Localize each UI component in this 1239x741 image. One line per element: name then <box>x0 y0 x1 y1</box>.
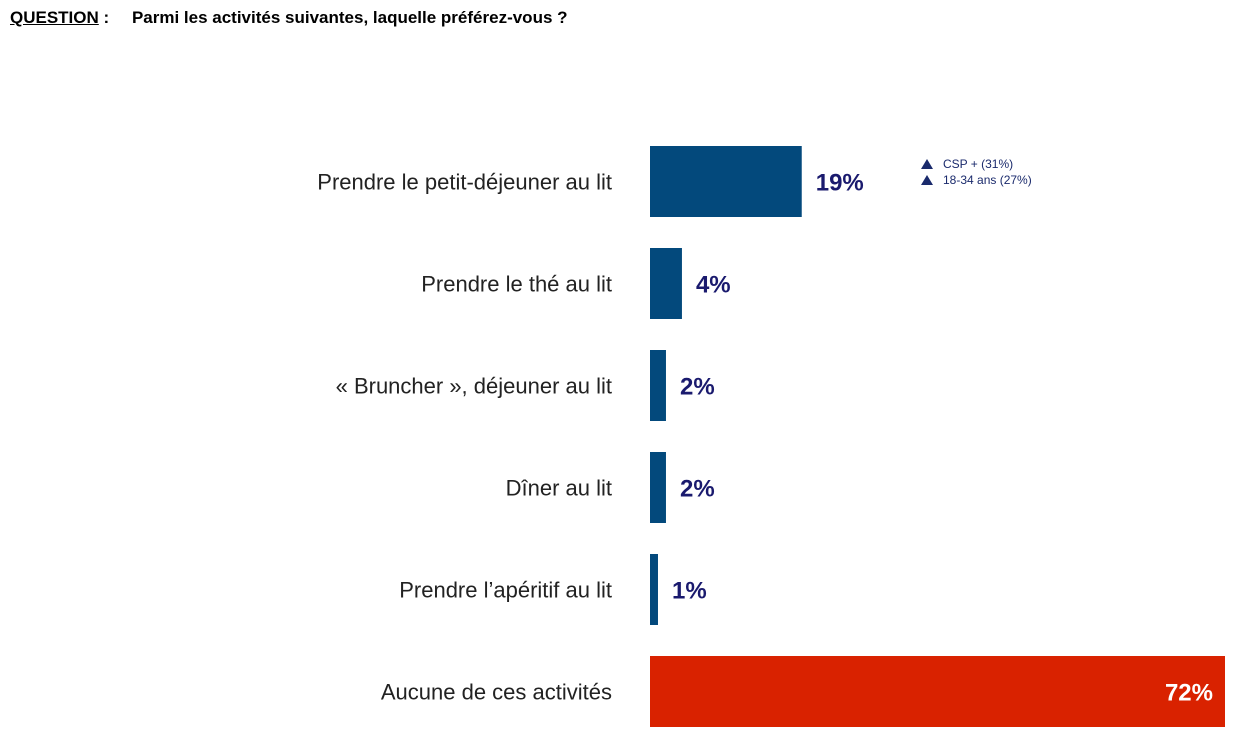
category-label: « Bruncher », déjeuner au lit <box>336 374 612 399</box>
note-item: 18-34 ans (27%) <box>921 172 1032 188</box>
question-separator: : <box>103 8 110 27</box>
bar <box>650 146 802 217</box>
bar <box>650 554 658 625</box>
value-label: 19% <box>816 170 864 197</box>
triangle-up-icon <box>921 159 933 169</box>
bar <box>650 452 666 523</box>
triangle-up-icon <box>921 175 933 185</box>
note-text: CSP + (31%) <box>943 157 1014 171</box>
note-item: CSP + (31%) <box>921 156 1032 172</box>
bar <box>650 248 682 319</box>
value-label: 72% <box>1165 680 1213 707</box>
category-label: Prendre le thé au lit <box>421 272 612 297</box>
value-label: 2% <box>680 374 715 401</box>
value-label: 2% <box>680 476 715 503</box>
question-header: QUESTION : Parmi les activités suivantes… <box>10 8 568 28</box>
question-text: Parmi les activités suivantes, laquelle … <box>131 8 568 27</box>
value-label: 4% <box>696 272 731 299</box>
category-label: Aucune de ces activités <box>381 680 612 705</box>
bar <box>650 350 666 421</box>
question-label: QUESTION <box>10 8 99 27</box>
bar <box>650 656 1225 727</box>
category-label: Prendre l’apéritif au lit <box>399 578 612 603</box>
category-label: Prendre le petit-déjeuner au lit <box>317 170 612 195</box>
category-label: Dîner au lit <box>506 476 612 501</box>
note-text: 18-34 ans (27%) <box>943 173 1032 187</box>
value-label: 1% <box>672 578 707 605</box>
significance-notes: CSP + (31%) 18-34 ans (27%) <box>921 156 1032 188</box>
